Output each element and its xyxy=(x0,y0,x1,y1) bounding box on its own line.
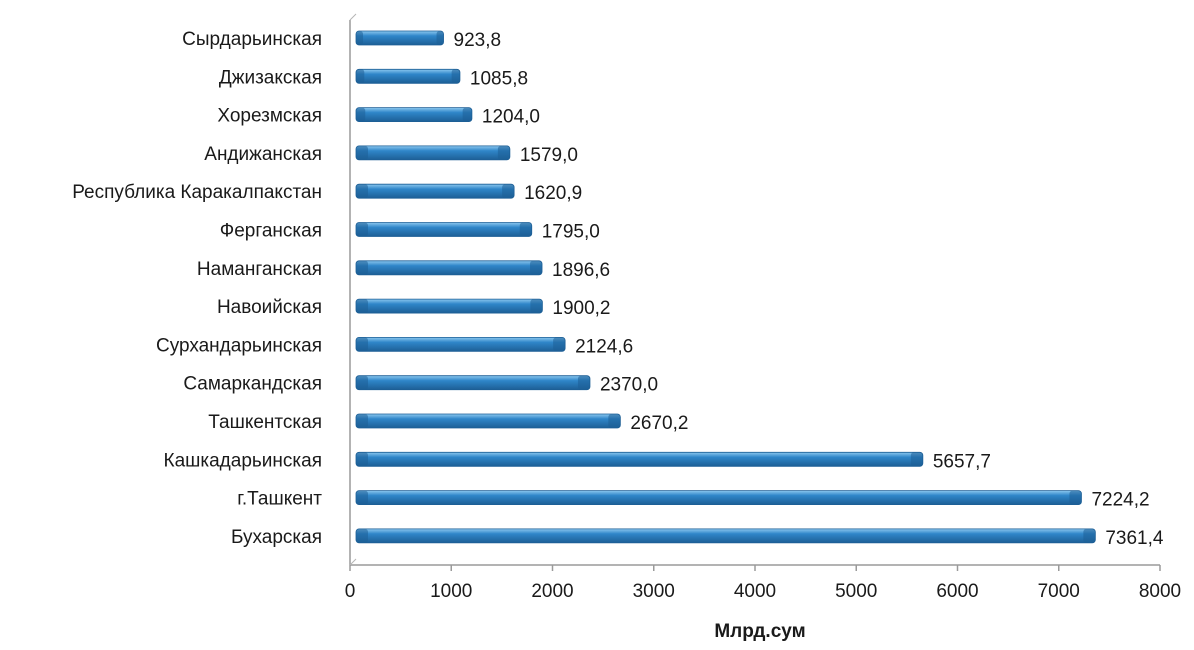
bar-cap-right xyxy=(577,375,590,390)
category-label: г.Ташкент xyxy=(237,489,322,510)
value-label: 1204,0 xyxy=(482,107,540,128)
category-label: Наманганская xyxy=(197,259,322,280)
bar xyxy=(355,528,1096,544)
x-tick-label: 4000 xyxy=(734,581,776,602)
value-label: 1900,2 xyxy=(552,298,610,319)
value-label: 1085,8 xyxy=(470,68,528,89)
value-label: 2670,2 xyxy=(630,413,688,434)
bar-cap-right xyxy=(530,260,543,275)
axis-depth-edge xyxy=(349,13,357,21)
category-label: Бухарская xyxy=(231,527,322,548)
bar xyxy=(355,183,515,199)
bar-cap-left xyxy=(356,260,368,275)
bar-cap-left xyxy=(356,222,368,237)
bar-cap-right xyxy=(553,337,566,352)
bar xyxy=(355,413,621,429)
bar-cap-left xyxy=(356,31,364,45)
bar xyxy=(355,490,1082,506)
category-label: Джизакская xyxy=(219,67,322,88)
bar-cap-left xyxy=(356,414,368,428)
bars xyxy=(355,30,1096,544)
x-tick-label: 3000 xyxy=(633,581,675,602)
bar-cap-right xyxy=(451,69,460,84)
bar-cap-right xyxy=(910,452,923,467)
bar-cap-left xyxy=(356,69,365,84)
labels: 0 1000 2000 3000 4000 5000 6000 7000 8000 Сырдарь… xyxy=(72,29,1181,602)
bar-cap-right xyxy=(462,107,472,122)
x-tick-label: 0 xyxy=(345,581,356,602)
bar xyxy=(355,260,543,276)
category-label: Сырдарьинская xyxy=(182,29,322,50)
bar-cap-left xyxy=(356,299,368,314)
axis-depth-edge xyxy=(349,558,357,566)
bar-cap-right xyxy=(497,145,510,160)
x-tick-label: 1000 xyxy=(430,581,472,602)
bar xyxy=(355,375,591,391)
bar xyxy=(355,107,473,122)
bar xyxy=(355,451,924,467)
value-label: 7224,2 xyxy=(1091,490,1149,511)
value-label: 5657,7 xyxy=(933,451,991,472)
bar-cap-left xyxy=(356,490,368,505)
x-axis-title: Млрд.сум xyxy=(714,621,805,642)
value-label: 2124,6 xyxy=(575,336,633,357)
bar-cap-left xyxy=(356,528,368,543)
bar-cap-left xyxy=(356,375,368,390)
x-tick-label: 6000 xyxy=(936,581,978,602)
category-label: Сурхандарьинская xyxy=(156,335,322,356)
axes xyxy=(349,13,1161,571)
value-label: 7361,4 xyxy=(1105,528,1164,549)
bar-cap-right xyxy=(530,299,543,314)
bar-cap-right xyxy=(608,414,621,428)
category-label: Навоийская xyxy=(217,297,322,318)
bar-cap-right xyxy=(1069,490,1082,505)
x-tick-label: 7000 xyxy=(1038,581,1080,602)
x-tick-label: 8000 xyxy=(1139,581,1181,602)
category-label: Андижанская xyxy=(204,144,322,165)
category-label: Самаркандская xyxy=(183,374,322,395)
category-label: Республика Каракалпакстан xyxy=(72,182,322,203)
bar-cap-right xyxy=(436,31,444,45)
bar-cap-right xyxy=(519,222,532,237)
bar-cap-left xyxy=(356,452,368,467)
value-label: 1620,9 xyxy=(524,183,582,204)
value-label: 1896,6 xyxy=(552,260,610,281)
bar-cap-right xyxy=(502,184,515,199)
bar-cap-left xyxy=(356,107,366,122)
x-tick-label: 2000 xyxy=(531,581,573,602)
bar xyxy=(355,68,461,84)
bar xyxy=(355,336,566,352)
value-label: 1795,0 xyxy=(542,222,600,243)
category-label: Кашкадарьинская xyxy=(164,450,323,471)
category-label: Ферганская xyxy=(220,221,322,242)
bar-cap-left xyxy=(356,145,368,160)
bar-cap-left xyxy=(356,337,368,352)
x-tick-label: 5000 xyxy=(835,581,877,602)
bar xyxy=(355,222,533,237)
bar xyxy=(355,145,511,161)
bar xyxy=(355,30,444,46)
value-label: 2370,0 xyxy=(600,375,658,396)
category-label: Ташкентская xyxy=(208,412,322,433)
category-label: Хорезмская xyxy=(217,106,322,127)
bar-cap-right xyxy=(1083,528,1096,543)
value-label: 1579,0 xyxy=(520,145,578,166)
bar-cap-left xyxy=(356,184,368,199)
bar xyxy=(355,298,543,314)
value-label: 923,8 xyxy=(454,30,502,51)
